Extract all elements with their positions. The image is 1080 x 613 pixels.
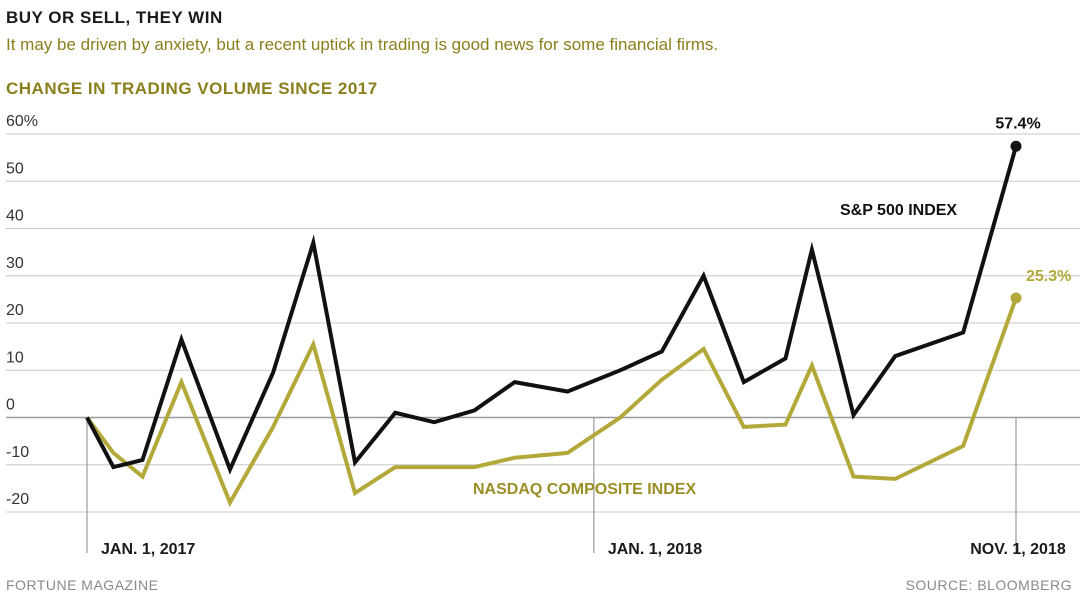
- footer-credit: FORTUNE MAGAZINE: [6, 577, 159, 593]
- end-value-label: 57.4%: [995, 115, 1040, 132]
- grid-layer: [6, 133, 1080, 513]
- y-tick-label: 60%: [6, 113, 38, 130]
- end-value-label: 25.3%: [1026, 268, 1071, 285]
- x-axis-markers: JAN. 1, 2017 JAN. 1, 2018 NOV. 1, 2018: [86, 417, 1066, 558]
- y-tick-label: 30: [6, 255, 24, 272]
- series-layer: 25.3% 57.4%: [85, 115, 1071, 508]
- series-line-sp500: [85, 145, 1018, 475]
- chart-subtitle: It may be driven by anxiety, but a recen…: [6, 35, 719, 54]
- y-tick-label: 0: [6, 397, 15, 414]
- footer-source: SOURCE: BLOOMBERG: [905, 577, 1072, 593]
- y-axis-ticks: 60% 50 40 30 20 10 0 -10 -20: [6, 113, 38, 508]
- series-label-sp500: S&P 500 INDEX: [840, 202, 957, 219]
- y-tick-label: 40: [6, 208, 24, 225]
- y-tick-label: 20: [6, 302, 24, 319]
- y-tick-label: 10: [6, 349, 24, 366]
- y-tick-label: -20: [6, 491, 29, 508]
- chart-label: CHANGE IN TRADING VOLUME SINCE 2017: [6, 79, 378, 98]
- y-tick-label: 50: [6, 160, 24, 177]
- x-tick-label: JAN. 1, 2017: [101, 541, 195, 558]
- end-point-marker: [1010, 292, 1022, 304]
- series-label-nasdaq: NASDAQ COMPOSITE INDEX: [473, 481, 696, 498]
- x-tick-label: JAN. 1, 2018: [608, 541, 702, 558]
- x-tick-label: NOV. 1, 2018: [970, 541, 1066, 558]
- chart-title: BUY OR SELL, THEY WIN: [6, 8, 223, 27]
- y-tick-label: -10: [6, 444, 29, 461]
- end-point-marker: [1010, 140, 1022, 152]
- series-line-nasdaq: [85, 297, 1018, 508]
